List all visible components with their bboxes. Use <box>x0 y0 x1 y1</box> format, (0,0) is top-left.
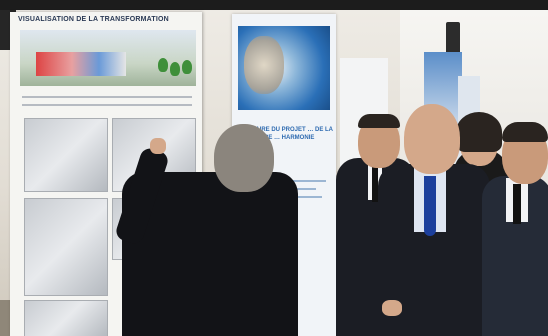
render-tree <box>170 62 180 76</box>
ceiling-strip <box>0 0 548 10</box>
presenter-hand <box>150 138 166 154</box>
plan-thumbnail <box>24 300 108 336</box>
banner-text-line <box>22 96 192 98</box>
render-building <box>36 52 126 76</box>
man-right-hair <box>502 122 548 142</box>
man-tie <box>372 166 378 202</box>
banner-middle-caption: FAIRE DU PROJET … DE LA TERRE … HARMONIE <box>252 127 333 141</box>
banner-left-title: VISUALISATION DE LA TRANSFORMATION <box>18 16 169 23</box>
man-right-tie <box>513 184 521 224</box>
presenter-head <box>214 124 274 192</box>
plan-thumbnail <box>24 198 108 296</box>
bald-man-head <box>404 104 460 174</box>
bald-man-hand <box>382 300 402 316</box>
banner-middle-image <box>244 36 284 94</box>
man-hair <box>358 114 400 128</box>
bald-man-tie <box>424 176 436 236</box>
banner-text-line <box>22 104 192 106</box>
render-tree <box>158 58 168 72</box>
wall-speaker <box>446 22 460 56</box>
woman-hair <box>456 112 502 152</box>
render-tree <box>182 60 192 74</box>
plan-thumbnail <box>24 118 108 192</box>
